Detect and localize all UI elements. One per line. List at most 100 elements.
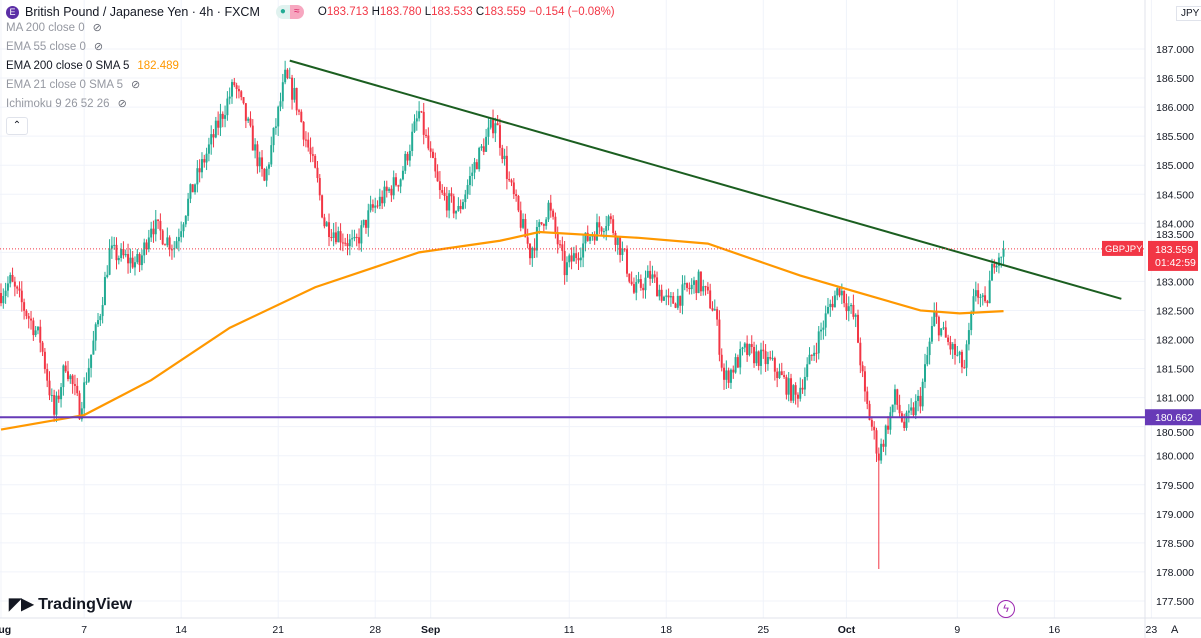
candle-body xyxy=(168,237,171,250)
candle-body xyxy=(905,412,908,428)
candle-body xyxy=(917,395,920,401)
candle-body xyxy=(309,147,312,155)
candle-body xyxy=(850,304,853,307)
candle-body xyxy=(727,370,730,383)
candle-body xyxy=(41,342,44,352)
candle-body xyxy=(616,237,619,245)
candle-body xyxy=(753,346,756,364)
candle-body xyxy=(438,181,441,191)
candle-body xyxy=(662,296,665,301)
candle-body xyxy=(813,352,816,356)
candle-body xyxy=(129,257,132,264)
candle-body xyxy=(73,384,76,386)
eye-off-icon[interactable]: ⊘ xyxy=(92,22,102,34)
candle-body xyxy=(1002,248,1005,257)
candle-body xyxy=(66,371,69,380)
candle-body xyxy=(748,344,751,355)
candle-body xyxy=(436,171,439,182)
candle-body xyxy=(718,319,721,355)
indicator-ema55[interactable]: EMA 55 close 0 ⊘ xyxy=(6,38,615,57)
candle-body xyxy=(893,389,896,405)
candle-body xyxy=(205,153,208,163)
candle-body xyxy=(965,344,968,368)
candle-body xyxy=(981,295,984,297)
market-status[interactable]: ● ≈ xyxy=(275,5,304,19)
candle-body xyxy=(563,251,566,276)
candle-body xyxy=(716,309,719,320)
auto-scale-button[interactable]: A xyxy=(1171,624,1179,636)
candle-body xyxy=(316,167,319,179)
eye-off-icon[interactable]: ⊘ xyxy=(117,98,127,110)
currency-selector[interactable]: JPY xyxy=(1176,6,1201,21)
candle-body xyxy=(198,168,201,173)
candle-body xyxy=(799,387,802,399)
y-tick-label: 178.500 xyxy=(1156,538,1194,550)
eye-off-icon[interactable]: ⊘ xyxy=(130,79,141,91)
candle-body xyxy=(468,175,471,186)
candle-body xyxy=(619,237,622,255)
candle-body xyxy=(464,194,467,203)
candle-body xyxy=(376,205,379,207)
candle-body xyxy=(487,127,490,137)
candle-body xyxy=(395,177,398,186)
candle-body xyxy=(979,296,982,298)
candle-body xyxy=(217,120,220,128)
candle-body xyxy=(9,274,12,284)
candle-body xyxy=(836,288,839,296)
candle-body xyxy=(896,389,899,405)
symbol-title[interactable]: British Pound / Japanese Yen · 4h · FXCM xyxy=(25,5,260,19)
candle-body xyxy=(515,194,518,197)
tradingview-logo[interactable]: ◤▶ TradingView xyxy=(9,596,133,613)
candle-body xyxy=(154,219,157,235)
candle-body xyxy=(866,391,869,404)
candle-body xyxy=(23,302,26,311)
candle-body xyxy=(318,178,321,196)
indicator-ema200[interactable]: EMA 200 close 0 SMA 5 182.489 xyxy=(6,60,179,72)
candle-body xyxy=(388,188,391,191)
candle-body xyxy=(457,205,460,211)
candle-body xyxy=(808,354,811,365)
candle-body xyxy=(249,118,252,126)
candle-body xyxy=(674,303,677,308)
candle-body xyxy=(690,284,693,290)
indicator-ema21[interactable]: EMA 21 close 0 SMA 5 ⊘ xyxy=(6,76,615,95)
candle-body xyxy=(339,231,342,243)
x-tick-label: Sep xyxy=(421,624,440,636)
y-tick-label: 186.500 xyxy=(1156,73,1194,85)
indicator-ichimoku[interactable]: Ichimoku 9 26 52 26 ⊘ xyxy=(6,95,615,114)
candle-body xyxy=(258,157,261,167)
collapse-legend-button[interactable]: ⌃ xyxy=(6,117,28,135)
lightning-icon[interactable]: ϟ xyxy=(997,600,1015,618)
candle-body xyxy=(706,286,709,291)
candle-body xyxy=(314,155,317,168)
candle-body xyxy=(732,369,735,373)
candle-body xyxy=(83,382,86,409)
candle-body xyxy=(50,395,53,397)
candle-body xyxy=(822,327,825,330)
candle-body xyxy=(369,204,372,211)
candle-body xyxy=(140,255,143,266)
candle-body xyxy=(263,168,266,181)
candle-body xyxy=(796,394,799,399)
candle-body xyxy=(785,377,788,395)
candle-body xyxy=(831,303,834,308)
candle-body xyxy=(695,280,698,294)
candle-body xyxy=(120,248,123,258)
candle-body xyxy=(750,344,753,347)
candle-body xyxy=(237,89,240,92)
candle-body xyxy=(512,182,515,195)
candle-body xyxy=(669,296,672,298)
candle-body xyxy=(725,370,728,380)
candle-body xyxy=(503,155,506,160)
candle-body xyxy=(131,257,134,268)
candle-body xyxy=(538,222,541,227)
candle-body xyxy=(815,352,818,354)
candle-body xyxy=(164,244,167,246)
last-price-tag xyxy=(1148,240,1198,271)
candle-body xyxy=(177,237,180,242)
indicator-ma200[interactable]: MA 200 close 0 ⊘ xyxy=(6,19,615,38)
candle-body xyxy=(489,119,492,128)
candle-body xyxy=(244,103,247,121)
eye-off-icon[interactable]: ⊘ xyxy=(93,41,104,53)
